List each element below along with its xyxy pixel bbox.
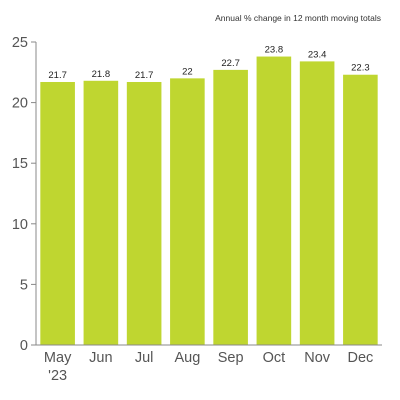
x-axis: May '23 Jun Jul Aug Sep Oct Nov Dec	[36, 344, 382, 384]
x-tick-label: Jul	[135, 350, 154, 366]
data-label: 22	[182, 66, 193, 77]
y-tick-label: 25	[12, 35, 28, 51]
bar-jun	[83, 80, 119, 345]
bar-aug	[170, 78, 205, 346]
y-tick-label: 10	[12, 217, 28, 233]
bar-dec	[343, 74, 378, 345]
data-label: 23.4	[308, 49, 327, 60]
data-label: 21.7	[135, 70, 154, 81]
bar-oct	[256, 56, 292, 345]
x-tick-label: Oct	[263, 350, 286, 366]
data-label: 23.8	[265, 45, 284, 56]
y-tick-label: 20	[12, 96, 28, 112]
bar-jul	[126, 81, 162, 345]
x-tick-label: Sep	[218, 350, 244, 366]
x-tick-label: Nov	[304, 350, 331, 366]
y-axis: 0 5 10 15 20 25	[12, 35, 37, 354]
y-tick-label: 5	[20, 277, 28, 293]
data-label: 21.7	[48, 70, 67, 81]
x-tick-label: Dec	[347, 350, 373, 366]
data-label: 22.7	[221, 58, 240, 69]
data-label: 21.8	[92, 69, 111, 80]
x-tick-label: May	[44, 350, 72, 366]
data-label: 22.3	[351, 63, 370, 74]
x-tick-sublabel: '23	[48, 368, 67, 384]
bar-may	[40, 81, 75, 345]
x-tick-label: Aug	[174, 350, 200, 366]
y-tick-label: 15	[12, 156, 28, 172]
bars: 21.7 21.8 21.7 22 22.7 23.8 23.4 22.3	[40, 45, 378, 346]
bar-nov	[299, 61, 335, 345]
chart-subtitle: Annual % change in 12 month moving total…	[215, 13, 381, 23]
y-tick-label: 0	[20, 338, 28, 354]
bar-sep	[213, 69, 248, 345]
x-tick-label: Jun	[89, 350, 112, 366]
